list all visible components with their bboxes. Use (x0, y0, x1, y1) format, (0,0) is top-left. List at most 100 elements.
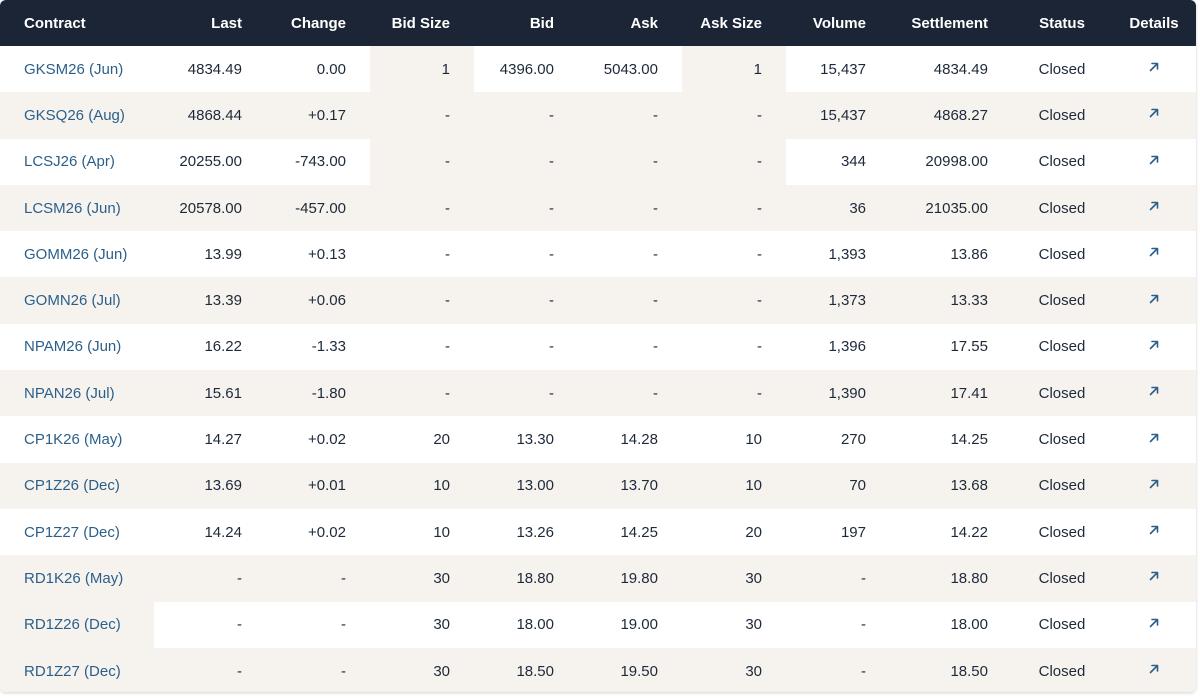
settlement-cell: 4868.27 (933, 106, 988, 124)
status-cell: Closed (1038, 569, 1086, 587)
volume-cell: 1,390 (828, 384, 866, 402)
volume-cell: 1,393 (828, 245, 866, 263)
details-cell[interactable] (1112, 324, 1196, 370)
column-header-bid-size[interactable]: Bid Size (391, 14, 450, 32)
contract-cell[interactable]: GKSQ26 (Aug) (0, 92, 154, 138)
column-header-contract[interactable]: Contract (24, 14, 86, 32)
contract-link[interactable]: RD1K26 (May) (24, 569, 124, 587)
table-row: GOMM26 (Jun) 13.99 +0.13 - - - - 1,393 13.86 Clos… (0, 231, 1196, 278)
details-cell[interactable] (1112, 92, 1196, 138)
details-cell[interactable] (1112, 416, 1196, 462)
contract-cell[interactable]: GKSM26 (Jun) (0, 46, 154, 92)
details-cell[interactable] (1112, 602, 1196, 648)
status-cell: Closed (1038, 338, 1086, 356)
settlement-cell: 21035.00 (925, 199, 988, 217)
column-header-settlement[interactable]: Settlement (911, 14, 988, 32)
column-header-bid[interactable]: Bid (529, 14, 554, 32)
ask-size-cell: 10 (745, 477, 762, 495)
details-cell[interactable] (1112, 370, 1196, 416)
contract-link[interactable]: RD1Z27 (Dec) (24, 662, 121, 680)
change-cell: -1.33 (311, 338, 346, 356)
arrow-up-right-icon[interactable] (1147, 616, 1161, 630)
settlement-cell: 18.80 (950, 569, 988, 587)
change-cell: -743.00 (295, 153, 346, 171)
contract-cell[interactable]: LCSM26 (Jun) (0, 185, 154, 231)
column-header-change[interactable]: Change (290, 14, 346, 32)
volume-cell: 344 (840, 153, 866, 171)
contract-cell[interactable]: NPAN26 (Jul) (0, 370, 154, 416)
contract-cell[interactable]: CP1Z27 (Dec) (0, 509, 154, 555)
contract-cell[interactable]: RD1Z26 (Dec) (0, 601, 154, 648)
details-cell[interactable] (1112, 648, 1196, 692)
table-row: CP1Z27 (Dec) 14.24 +0.02 10 13.26 14.25 20 197 1… (0, 508, 1196, 556)
bid-cell: - (549, 199, 554, 217)
contract-link[interactable]: NPAN26 (Jul) (24, 384, 115, 402)
contract-link[interactable]: GOMM26 (Jun) (24, 245, 128, 263)
column-header-ask[interactable]: Ask (630, 14, 658, 32)
ask-cell: 5043.00 (603, 60, 658, 78)
arrow-up-right-icon[interactable] (1147, 384, 1161, 398)
contract-cell[interactable]: CP1K26 (May) (0, 416, 154, 462)
arrow-up-right-icon[interactable] (1147, 431, 1161, 445)
ask-cell: 13.70 (620, 477, 658, 495)
contract-link[interactable]: CP1Z27 (Dec) (24, 523, 120, 541)
arrow-up-right-icon[interactable] (1147, 523, 1161, 537)
contract-link[interactable]: GKSQ26 (Aug) (24, 106, 125, 124)
details-cell[interactable] (1112, 231, 1196, 277)
contract-cell[interactable]: GOMM26 (Jun) (0, 231, 154, 277)
arrow-up-right-icon[interactable] (1147, 569, 1161, 583)
change-cell: 0.00 (316, 60, 346, 78)
arrow-up-right-icon[interactable] (1147, 477, 1161, 491)
table-row: RD1K26 (May) - - 30 18.80 19.80 30 - 18.80 Closed (0, 555, 1196, 602)
bid-cell: - (549, 106, 554, 124)
contract-link[interactable]: CP1K26 (May) (24, 431, 123, 449)
contract-cell[interactable]: RD1K26 (May) (0, 555, 154, 601)
contract-link[interactable]: RD1Z26 (Dec) (24, 616, 121, 634)
contract-cell[interactable]: NPAM26 (Jun) (0, 324, 154, 370)
status-cell: Closed (1038, 153, 1086, 171)
details-cell[interactable] (1112, 46, 1196, 92)
contract-cell[interactable]: RD1Z27 (Dec) (0, 648, 154, 692)
details-cell[interactable] (1112, 139, 1196, 185)
details-cell[interactable] (1112, 185, 1196, 231)
details-cell[interactable] (1112, 463, 1196, 509)
arrow-up-right-icon[interactable] (1147, 338, 1161, 352)
last-cell: 14.27 (204, 431, 242, 449)
contract-link[interactable]: CP1Z26 (Dec) (24, 477, 120, 495)
column-header-status[interactable]: Status (1039, 14, 1085, 32)
details-cell[interactable] (1112, 277, 1196, 323)
arrow-up-right-icon[interactable] (1147, 153, 1161, 167)
arrow-up-right-icon[interactable] (1147, 199, 1161, 213)
arrow-up-right-icon[interactable] (1147, 245, 1161, 259)
column-header-details[interactable]: Details (1129, 14, 1179, 32)
bid-cell: - (549, 384, 554, 402)
arrow-up-right-icon[interactable] (1147, 106, 1161, 120)
ask-cell: 19.50 (620, 662, 658, 680)
contract-cell[interactable]: LCSJ26 (Apr) (0, 139, 154, 185)
ask-cell: - (653, 199, 658, 217)
contract-cell[interactable]: GOMN26 (Jul) (0, 277, 154, 323)
column-header-volume[interactable]: Volume (812, 14, 866, 32)
contract-link[interactable]: GKSM26 (Jun) (24, 60, 124, 78)
column-header-last[interactable]: Last (211, 14, 242, 32)
last-cell: 20578.00 (179, 199, 242, 217)
contract-link[interactable]: NPAM26 (Jun) (24, 338, 122, 356)
details-cell[interactable] (1112, 509, 1196, 555)
contract-link[interactable]: GOMN26 (Jul) (24, 292, 121, 310)
last-cell: 4834.49 (187, 60, 242, 78)
contract-link[interactable]: LCSM26 (Jun) (24, 199, 121, 217)
table-row: LCSM26 (Jun) 20578.00 -457.00 - - - - 36 21035.0… (0, 184, 1196, 232)
table-row: CP1Z26 (Dec) 13.69 +0.01 10 13.00 13.70 10 70 13… (0, 462, 1196, 509)
bid-cell: 18.50 (516, 662, 554, 680)
change-cell: -1.80 (311, 384, 346, 402)
contract-link[interactable]: LCSJ26 (Apr) (24, 153, 115, 171)
details-cell[interactable] (1112, 555, 1196, 601)
arrow-up-right-icon[interactable] (1147, 292, 1161, 306)
arrow-up-right-icon[interactable] (1147, 662, 1161, 676)
column-header-ask-size[interactable]: Ask Size (700, 14, 762, 32)
contract-cell[interactable]: CP1Z26 (Dec) (0, 463, 154, 509)
change-cell: +0.02 (308, 431, 346, 449)
volume-cell: 15,437 (820, 60, 866, 78)
arrow-up-right-icon[interactable] (1147, 60, 1161, 74)
